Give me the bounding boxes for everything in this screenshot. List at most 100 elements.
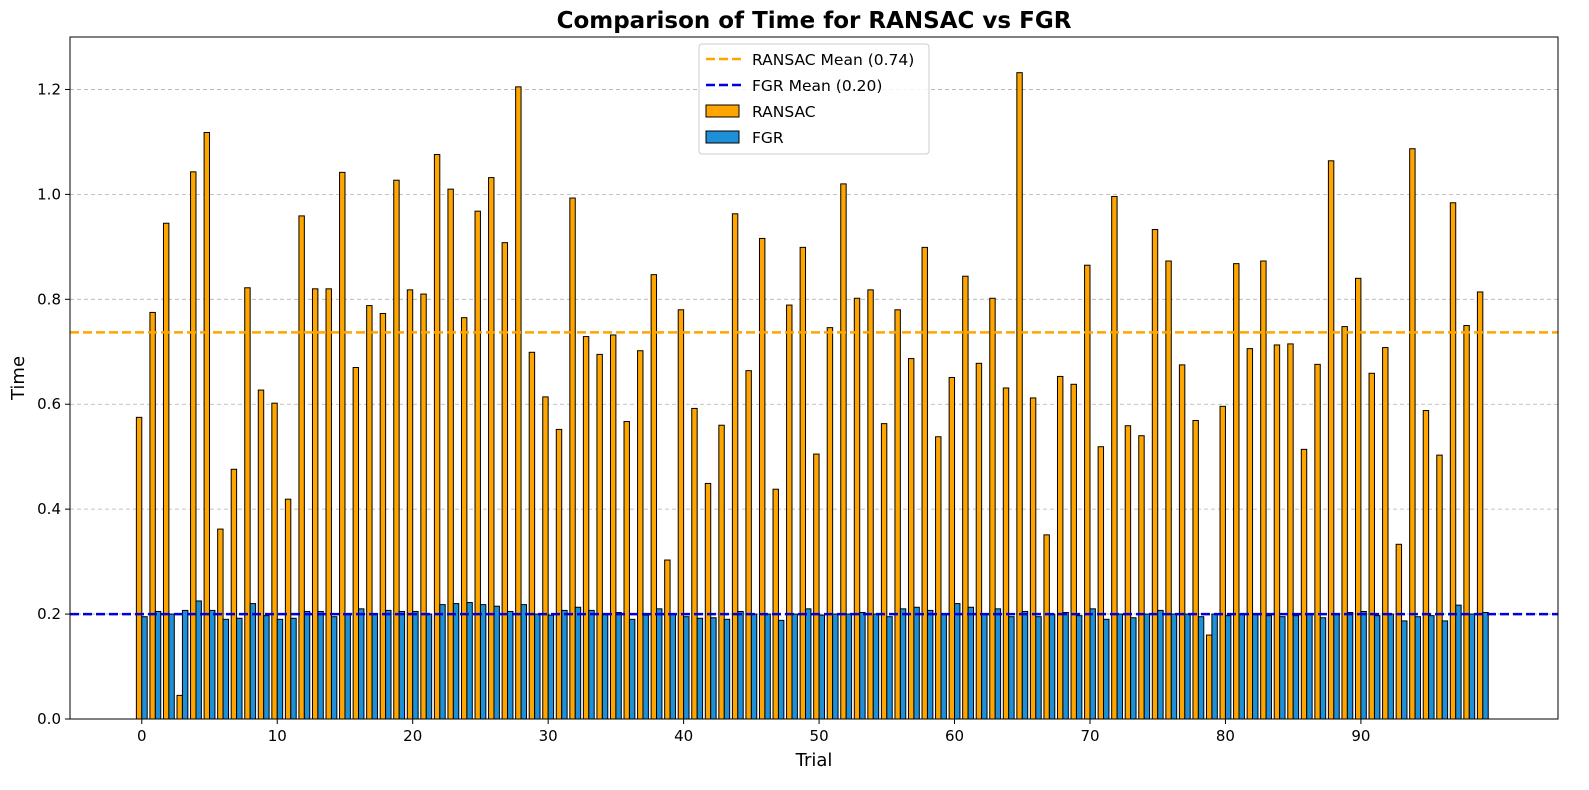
fgr-bar (615, 612, 622, 720)
x-tick-label: 30 (539, 727, 558, 745)
x-tick-label: 50 (810, 727, 829, 745)
ransac-bar (1300, 448, 1308, 720)
ransac-bar (244, 287, 251, 720)
fgr-bar (981, 613, 988, 720)
ransac-bar (935, 436, 942, 720)
ransac-bar (1368, 372, 1375, 720)
ransac-bar (704, 482, 712, 720)
mean-lines (70, 331, 1558, 616)
fgr-bar (669, 613, 677, 720)
fgr-bar (222, 618, 229, 720)
fgr-bar (303, 610, 311, 720)
fgr-bar (236, 617, 243, 720)
fgr-bar (818, 614, 826, 720)
fgr-bar (899, 608, 907, 720)
fgr-bar (1184, 613, 1191, 720)
fgr-bar (547, 614, 555, 720)
x-axis-label: Trial (795, 750, 833, 771)
fgr-bar (1482, 612, 1489, 720)
x-tick-label: 90 (1351, 727, 1370, 745)
fgr-bar (1401, 620, 1408, 720)
ransac-bar (460, 317, 468, 720)
ransac-bar (149, 311, 156, 720)
ransac-bar (623, 421, 630, 720)
ransac-bar (989, 297, 996, 720)
ransac-bar (339, 171, 346, 720)
ransac-bar (1043, 534, 1050, 720)
fgr-bar (872, 613, 880, 720)
fgr-bar (1455, 604, 1462, 720)
legend-patch-swatch (705, 130, 740, 144)
ransac-bar (664, 559, 671, 720)
ransac-bar (217, 528, 224, 720)
legend-label: FGR Mean (0.20) (752, 77, 882, 95)
ransac-bar (1395, 543, 1403, 720)
fgr-bar (764, 613, 771, 720)
ransac-bar (433, 154, 441, 720)
fgr-bar (1089, 608, 1096, 720)
fgr-bar (168, 613, 175, 720)
fgr-bar (181, 609, 189, 720)
fgr-bar (493, 605, 500, 720)
ransac-bar (894, 309, 901, 720)
x-tick-label: 70 (1080, 727, 1099, 745)
ransac-bar (609, 334, 617, 720)
fgr-bar (1306, 613, 1313, 720)
ransac-bar (1463, 325, 1470, 720)
ransac-bar (162, 222, 170, 720)
ransac-bar (1449, 202, 1457, 720)
fgr-bar (1428, 615, 1435, 720)
ransac-bar (284, 498, 292, 720)
ransac-bar (1246, 348, 1254, 720)
legend-label: FGR (752, 129, 784, 147)
ransac-bar (1314, 363, 1321, 720)
fgr-bar (1387, 613, 1394, 720)
fgr-bar (845, 613, 853, 720)
ransac-bar (474, 210, 481, 720)
ransac-bar (772, 488, 779, 720)
ransac-bar (1002, 387, 1010, 720)
x-tick-label: 0 (137, 727, 147, 745)
x-tick-label: 60 (945, 727, 964, 745)
ransac-bar (1436, 454, 1443, 720)
fgr-bar (330, 616, 338, 720)
fgr-bar (561, 609, 568, 720)
ransac-bar (1029, 397, 1037, 720)
fgr-bar (371, 613, 378, 720)
fgr-bar (507, 610, 514, 720)
fgr-bar (317, 610, 324, 720)
fgr-bar (276, 618, 284, 720)
ransac-bar (1219, 405, 1226, 720)
fgr-bar (290, 617, 297, 720)
ransac-bar (1016, 72, 1023, 720)
ransac-bar (1287, 343, 1294, 720)
fgr-bar (1360, 610, 1367, 720)
fgr-bar (777, 619, 785, 720)
fgr-bar (1157, 609, 1164, 720)
fgr-bar (1414, 616, 1422, 720)
y-tick-label: 1.0 (37, 185, 61, 203)
ransac-bar (298, 215, 305, 720)
fgr-bar (1333, 613, 1340, 720)
ransac-bar (677, 309, 685, 720)
ransac-bar (230, 468, 238, 720)
fgr-bar (358, 608, 365, 720)
ransac-bar (1111, 195, 1118, 720)
ransac-bar (555, 428, 563, 720)
fgr-bar (1292, 615, 1300, 720)
ransac-bar (1341, 326, 1348, 720)
fgr-bar (940, 613, 947, 720)
ransac-bar (379, 312, 387, 720)
fgr-bar (642, 614, 649, 720)
ransac-bar (528, 351, 536, 720)
ransac-bar (637, 350, 644, 720)
plot-frame (69, 36, 1559, 720)
fgr-bar (1319, 617, 1327, 720)
fgr-bar (385, 609, 392, 720)
ransac-bar (1165, 260, 1172, 720)
legend-label: RANSAC Mean (0.74) (752, 51, 914, 69)
ransac-bar (853, 297, 861, 720)
y-tick-label: 0.2 (37, 605, 61, 623)
fgr-bar (1224, 615, 1232, 720)
